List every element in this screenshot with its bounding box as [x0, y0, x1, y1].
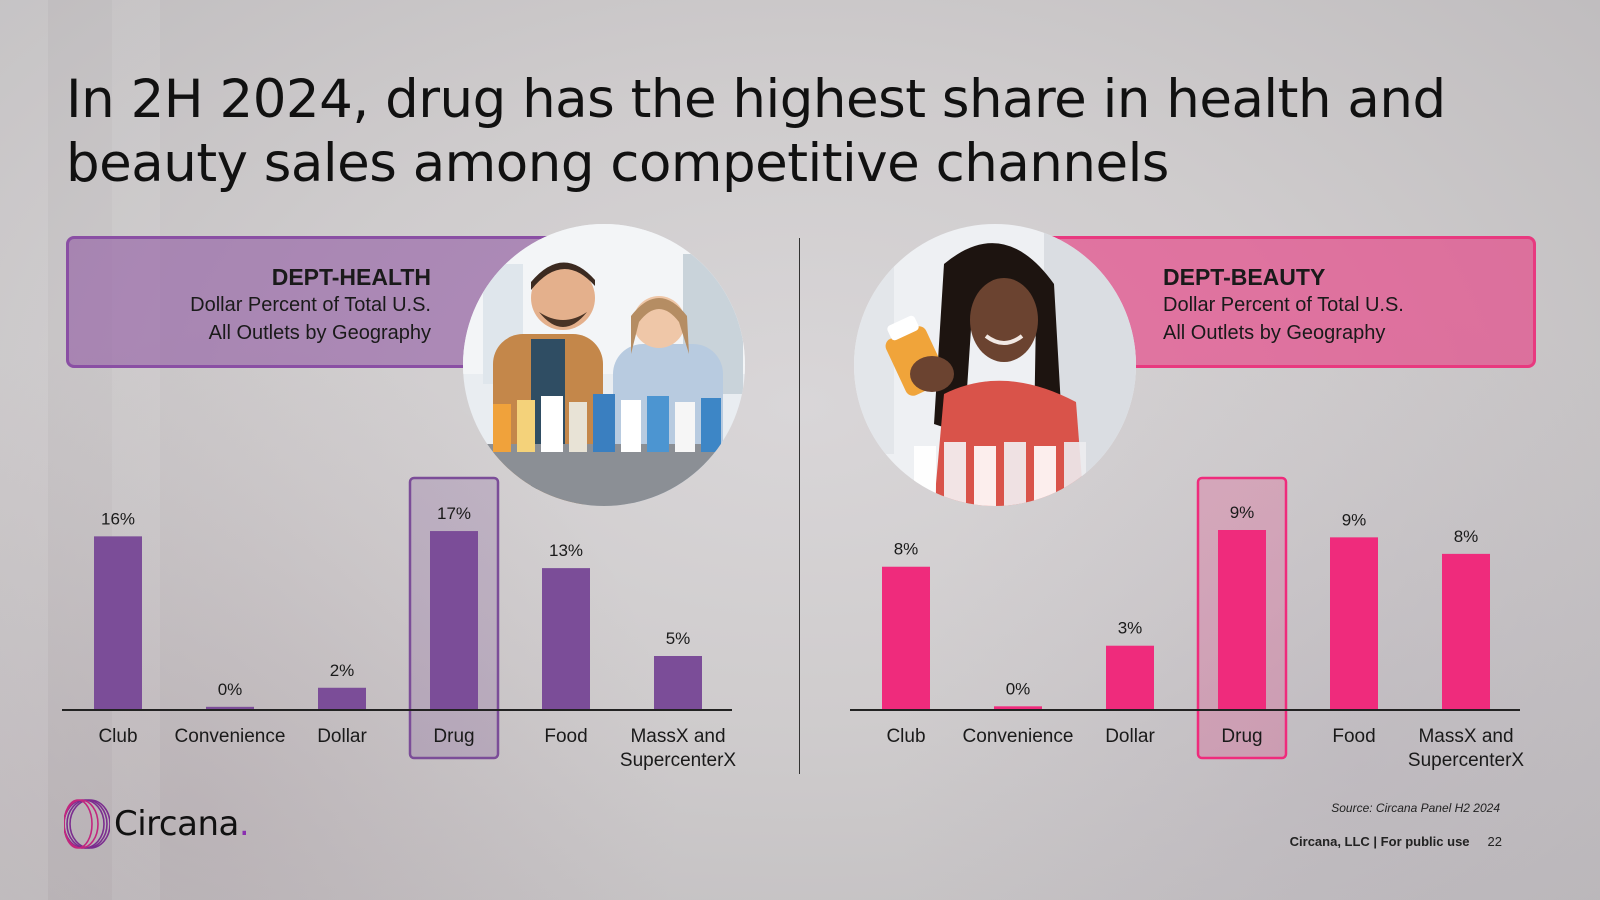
beauty-bar-drug — [1218, 530, 1266, 710]
health-category-label-dollar: Dollar — [317, 726, 367, 747]
panel-divider — [799, 238, 800, 774]
beauty-category-label-dollar: Dollar — [1105, 726, 1155, 747]
circana-logo-icon — [64, 799, 110, 849]
health-bar-food — [542, 568, 590, 710]
slide-title: In 2H 2024, drug has the highest share i… — [66, 69, 1446, 194]
beauty-value-label-club: 8% — [894, 540, 919, 559]
health-value-label-convenience: 0% — [218, 680, 243, 699]
beauty-bar-massx-and-supercenterx — [1442, 553, 1490, 710]
health-bar-convenience — [206, 706, 254, 710]
health-category-label-drug: Drug — [433, 726, 474, 747]
beauty-bar-chart: 8% Club 0% Convenience 3% Dollar 9% Drug 9% Food 8… — [850, 460, 1530, 780]
page-number: 22 — [1487, 834, 1502, 849]
beauty-value-label-drug: 9% — [1230, 503, 1255, 522]
beauty-header-title: DEPT-BEAUTY — [1163, 264, 1326, 290]
health-bar-dollar — [318, 687, 366, 710]
footer: Circana, LLC | For public use 22 — [1290, 834, 1502, 849]
health-value-label-club: 16% — [101, 509, 135, 528]
beauty-bar-convenience — [994, 706, 1042, 710]
beauty-category-label-convenience: Convenience — [963, 726, 1074, 747]
health-header-title: DEPT-HEALTH — [271, 264, 431, 290]
beauty-header-text: DEPT-BEAUTY Dollar Percent of Total U.S.… — [1163, 263, 1404, 347]
circana-logo-text: Circana. — [114, 804, 250, 844]
health-category-label-massx-and-supercenterx: MassX and SupercenterX — [620, 726, 737, 771]
health-category-label-food: Food — [544, 726, 587, 747]
footer-text: Circana, LLC | For public use — [1289, 834, 1470, 849]
health-value-label-drug: 17% — [437, 504, 471, 523]
health-value-label-food: 13% — [549, 541, 583, 560]
source-note: Source: Circana Panel H2 2024 — [1331, 801, 1500, 815]
woman-photo-icon — [854, 224, 1136, 506]
beauty-category-label-drug: Drug — [1221, 726, 1262, 747]
health-header-text: DEPT-HEALTH Dollar Percent of Total U.S.… — [190, 263, 431, 347]
logo-dot: . — [238, 804, 250, 844]
beauty-category-label-food: Food — [1332, 726, 1375, 747]
beauty-category-label-massx-and-supercenterx: MassX and SupercenterX — [1408, 726, 1525, 771]
beauty-bar-club — [882, 566, 930, 710]
beauty-category-label-club: Club — [886, 726, 925, 747]
logo-wordmark: Circana — [114, 804, 239, 844]
health-bar-drug — [430, 531, 478, 710]
beauty-header-subtitle-2: All Outlets by Geography — [1163, 322, 1386, 344]
health-bar-club — [94, 536, 142, 710]
beauty-value-label-food: 9% — [1342, 510, 1367, 529]
beauty-value-label-massx-and-supercenterx: 8% — [1454, 527, 1479, 546]
health-bar-chart: 16% Club 0% Convenience 2% Dollar 17% Drug 13% Fo… — [62, 460, 742, 780]
beauty-bar-chart-svg: 8% Club 0% Convenience 3% Dollar 9% Drug 9% Food 8… — [850, 476, 1525, 771]
health-value-label-massx-and-supercenterx: 5% — [666, 629, 691, 648]
health-bar-massx-and-supercenterx — [654, 656, 702, 710]
circana-logo: Circana. — [64, 798, 250, 850]
health-value-label-dollar: 2% — [330, 661, 355, 680]
beauty-bar-dollar — [1106, 645, 1154, 710]
health-header-subtitle-2: All Outlets by Geography — [208, 322, 431, 344]
health-bar-chart-svg: 16% Club 0% Convenience 2% Dollar 17% Drug 13% Fo… — [62, 476, 737, 771]
beauty-value-label-dollar: 3% — [1118, 619, 1143, 638]
health-category-label-convenience: Convenience — [175, 726, 286, 747]
beauty-header-subtitle-1: Dollar Percent of Total U.S. — [1163, 294, 1404, 316]
health-category-label-club: Club — [98, 726, 137, 747]
health-header-subtitle-1: Dollar Percent of Total U.S. — [190, 294, 431, 316]
beauty-value-label-convenience: 0% — [1006, 679, 1031, 698]
beauty-bar-food — [1330, 537, 1378, 710]
